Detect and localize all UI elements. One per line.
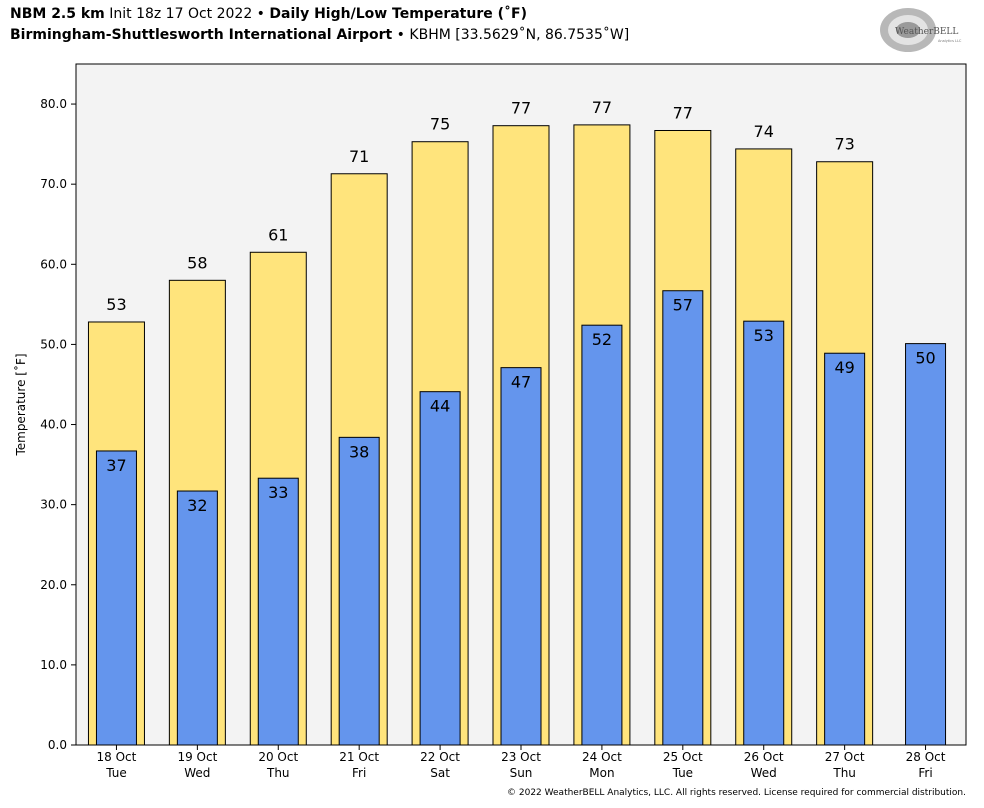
- x-tick-date: 27 Oct: [825, 750, 865, 764]
- high-temp-label: 77: [511, 99, 531, 118]
- low-temp-label: 57: [673, 296, 693, 315]
- low-temp-bar: [905, 343, 947, 746]
- x-tick-date: 25 Oct: [663, 750, 703, 764]
- x-tick-day: Fri: [352, 766, 366, 780]
- high-temp-label: 53: [106, 295, 126, 314]
- low-temp-label: 44: [430, 397, 450, 416]
- y-tick-label: 70.0: [40, 177, 67, 191]
- y-tick-label: 50.0: [40, 337, 67, 351]
- x-tick-date: 20 Oct: [258, 750, 298, 764]
- low-temp-label: 37: [106, 456, 126, 475]
- copyright-footer: © 2022 WeatherBELL Analytics, LLC. All r…: [507, 788, 966, 798]
- x-tick-day: Thu: [832, 766, 856, 780]
- x-tick-date: 26 Oct: [744, 750, 784, 764]
- x-tick-date: 28 Oct: [906, 750, 946, 764]
- x-tick-day: Wed: [184, 766, 210, 780]
- weatherbell-logo: WeatherBELL Analytics LLC: [880, 8, 962, 52]
- y-tick-label: 10.0: [40, 658, 67, 672]
- station-info: KBHM [33.5629˚N, 86.7535˚W]: [409, 27, 630, 43]
- x-tick-date: 24 Oct: [582, 750, 622, 764]
- low-temp-bar: [176, 490, 218, 746]
- model-name: NBM 2.5 km: [10, 6, 105, 22]
- high-temp-label: 73: [834, 135, 854, 154]
- y-axis: 0.0 10.0 20.0 30.0 40.0 50.0 60.0 70.0 80.0: [40, 97, 76, 752]
- low-temp-bar: [95, 450, 137, 746]
- y-tick-label: 40.0: [40, 418, 67, 432]
- logo-subtext: Analytics LLC: [938, 39, 962, 43]
- x-tick-date: 19 Oct: [177, 750, 217, 764]
- x-tick-day: Sun: [510, 766, 533, 780]
- x-axis: 18 Oct Tue 19 Oct Wed 20 Oct Thu 21 Oct Fri 22 O…: [97, 745, 946, 780]
- chart-title: NBM 2.5 km Init 18z 17 Oct 2022 • Daily …: [10, 6, 527, 22]
- y-tick-label: 20.0: [40, 578, 67, 592]
- logo-text: WeatherBELL: [895, 27, 958, 37]
- x-tick-day: Wed: [751, 766, 777, 780]
- y-tick-label: 80.0: [40, 97, 67, 111]
- y-tick-label: 60.0: [40, 257, 67, 271]
- low-temp-label: 32: [187, 496, 207, 515]
- low-temp-label: 53: [754, 326, 774, 345]
- x-tick-day: Tue: [105, 766, 127, 780]
- x-tick-date: 22 Oct: [420, 750, 460, 764]
- high-temp-label: 77: [673, 103, 693, 122]
- high-temp-label: 61: [268, 225, 288, 244]
- low-temp-label: 38: [349, 442, 369, 461]
- low-temp-bar: [257, 477, 299, 746]
- x-tick-day: Tue: [672, 766, 694, 780]
- low-temp-label: 52: [592, 330, 612, 349]
- low-temp-label: 49: [834, 358, 854, 377]
- x-tick-day: Fri: [918, 766, 932, 780]
- low-temp-bar: [662, 290, 704, 746]
- low-temp-bar: [581, 324, 623, 746]
- low-temp-bar: [743, 320, 785, 746]
- low-temp-bar: [500, 367, 542, 746]
- x-tick-date: 21 Oct: [339, 750, 379, 764]
- y-tick-label: 0.0: [48, 738, 67, 752]
- low-temp-label: 33: [268, 483, 288, 502]
- location-name: Birmingham-Shuttlesworth International A…: [10, 27, 393, 43]
- high-temp-label: 71: [349, 147, 369, 166]
- y-tick-label: 30.0: [40, 498, 67, 512]
- x-tick-date: 18 Oct: [97, 750, 137, 764]
- low-temp-label: 47: [511, 373, 531, 392]
- plot-frame: [75, 63, 967, 746]
- low-temp-bar: [338, 436, 380, 746]
- high-temp-label: 58: [187, 253, 207, 272]
- title-bullet: •: [252, 6, 270, 22]
- subtitle-bullet: •: [392, 27, 410, 43]
- low-temp-bar: [419, 391, 461, 746]
- high-temp-label: 75: [430, 115, 450, 134]
- x-tick-day: Mon: [589, 766, 614, 780]
- bars-group: 53 37 58 32 61 33 71 38 75 44 77 47 77 52 77 57 74 53 73 49…: [87, 98, 947, 746]
- init-time: Init 18z 17 Oct 2022: [109, 6, 253, 22]
- low-temp-label: 50: [915, 349, 935, 368]
- x-tick-day: Thu: [266, 766, 290, 780]
- x-tick-day: Sat: [430, 766, 450, 780]
- y-axis-label: Temperature [˚F]: [13, 353, 28, 456]
- chart-subtitle: Birmingham-Shuttlesworth International A…: [10, 27, 629, 43]
- high-temp-label: 77: [592, 98, 612, 117]
- product-name: Daily High/Low Temperature (˚F): [269, 6, 527, 22]
- x-tick-date: 23 Oct: [501, 750, 541, 764]
- low-temp-bar: [824, 352, 866, 746]
- high-temp-label: 74: [754, 122, 774, 141]
